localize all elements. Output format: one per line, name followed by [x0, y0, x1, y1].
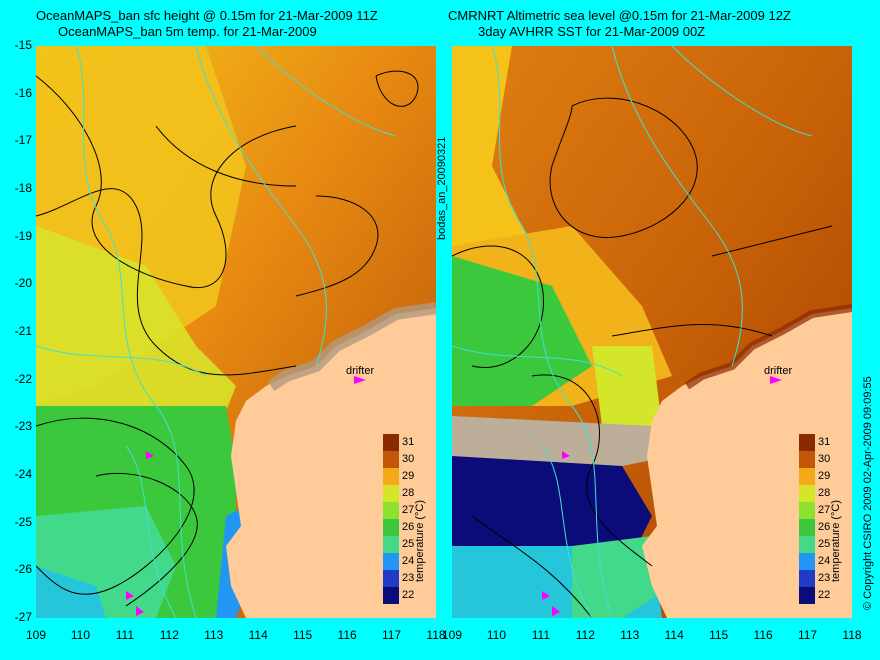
right-colorbar-title: temperature (°C) [830, 499, 842, 582]
right-x-tick: 118 [842, 628, 862, 642]
left-colorbar-tick: 23 [402, 572, 415, 584]
left-title-line2: OceanMAPS_ban 5m temp. for 21-Mar-2009 [58, 24, 317, 39]
left-colorbar-tick: 26 [402, 521, 415, 533]
left-colorbar-tick: 28 [402, 487, 415, 499]
left-x-tick: 113 [204, 628, 224, 642]
left-y-tick: -21 [14, 324, 32, 338]
right-title-line1: CMRNRT Altimetric sea level @0.15m for 2… [448, 8, 791, 23]
left-x-tick: 109 [25, 628, 47, 642]
left-colorbar [383, 434, 399, 604]
left-y-tick: -19 [14, 228, 32, 243]
left-y-tick: -24 [14, 467, 32, 481]
copyright-label: © Copyright CSIRO 2009 02-Apr-2009 09:09… [862, 376, 874, 610]
right-colorbar-tick: 24 [818, 555, 831, 567]
left-y-tick: -22 [14, 371, 32, 386]
right-title-line2: 3day AVHRR SST for 21-Mar-2009 00Z [478, 24, 706, 39]
right-x-tick: 111 [531, 628, 550, 642]
left-colorbar-title: temperature (°C) [414, 499, 426, 582]
left-colorbar-tick: 31 [402, 436, 415, 448]
right-colorbar-tick: 29 [818, 470, 831, 482]
right-colorbar-tick: 26 [818, 521, 831, 533]
left-title-line1: OceanMAPS_ban sfc height @ 0.15m for 21-… [36, 8, 378, 23]
left-x-tick: 118 [426, 628, 446, 642]
right-colorbar-tick: 30 [818, 453, 831, 465]
left-x-tick: 116 [337, 628, 357, 642]
right-x-tick: 114 [664, 628, 684, 642]
left-y-tick: -16 [14, 85, 32, 100]
right-map-panel[interactable]: drifter [452, 46, 852, 618]
left-colorbar-tick: 29 [402, 470, 415, 482]
left-colorbar-tick: 24 [402, 555, 415, 567]
right-colorbar-tick: 25 [818, 538, 831, 550]
right-x-tick: 110 [486, 628, 506, 642]
right-colorbar [799, 434, 815, 604]
right-colorbar-tick: 28 [818, 487, 831, 499]
left-colorbar-tick: 22 [402, 589, 415, 601]
right-x-tick: 116 [753, 628, 773, 642]
left-y-tick: -20 [14, 276, 32, 291]
left-drifter-label: drifter [346, 365, 374, 377]
left-colorbar-tick: 25 [402, 538, 415, 550]
left-x-tick: 111 [115, 628, 134, 642]
left-x-tick: 114 [248, 628, 268, 642]
right-x-tick: 109 [441, 628, 463, 642]
left-map-panel[interactable]: drifter [36, 46, 436, 618]
left-colorbar-tick: 30 [402, 453, 415, 465]
right-x-tick: 112 [575, 628, 595, 642]
right-colorbar-tick: 31 [818, 436, 831, 448]
right-x-tick: 115 [709, 628, 729, 642]
left-y-tick: -23 [14, 419, 32, 434]
right-colorbar-tick: 22 [818, 589, 831, 601]
left-y-tick: -25 [14, 514, 32, 529]
right-x-tick: 113 [620, 628, 640, 642]
left-x-tick: 115 [293, 628, 313, 642]
right-x-tick: 117 [797, 628, 818, 642]
left-y-tick: -15 [14, 38, 32, 52]
right-drifter-label: drifter [764, 365, 792, 377]
left-y-tick: -27 [14, 610, 32, 624]
left-y-tick: -17 [14, 133, 32, 148]
left-x-tick: 110 [70, 628, 90, 642]
right-colorbar-tick: 23 [818, 572, 831, 584]
left-y-tick: -26 [14, 562, 32, 577]
left-x-tick: 112 [159, 628, 179, 642]
side-run-label: bodas_an_20090321 [436, 136, 448, 240]
left-x-tick: 117 [381, 628, 402, 642]
right-colorbar-tick: 27 [818, 504, 831, 516]
left-y-tick: -18 [14, 181, 32, 195]
left-colorbar-tick: 27 [402, 504, 415, 516]
